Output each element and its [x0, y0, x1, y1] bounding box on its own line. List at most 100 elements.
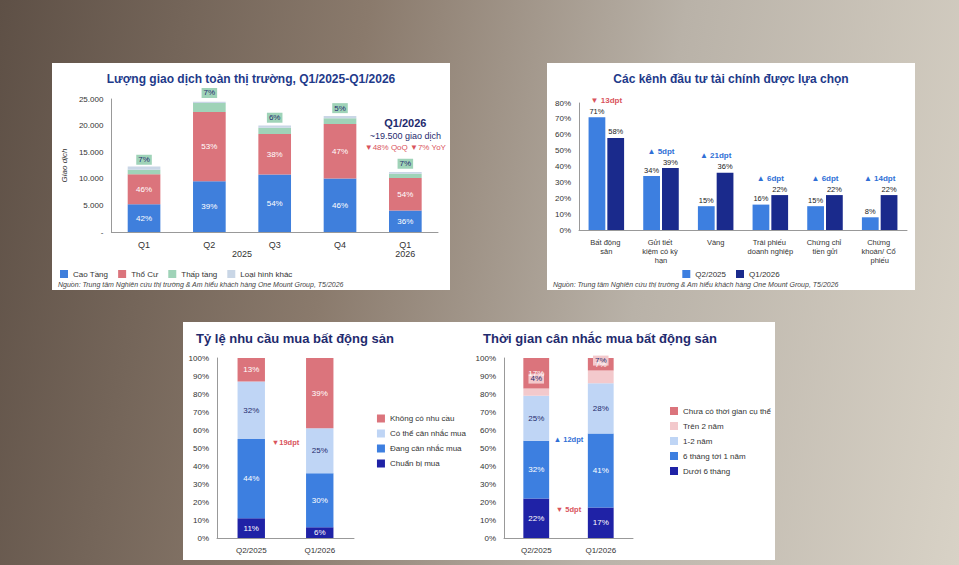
svg-text:22%: 22% [772, 185, 787, 194]
svg-text:70%: 70% [555, 114, 571, 123]
svg-text:Q2/2025: Q2/2025 [521, 546, 552, 555]
svg-text:60%: 60% [480, 426, 496, 435]
svg-text:Q2/2025: Q2/2025 [695, 270, 726, 279]
svg-text:▼19dpt: ▼19dpt [272, 438, 300, 447]
svg-text:2026: 2026 [395, 249, 415, 259]
svg-text:50%: 50% [555, 146, 571, 155]
svg-text:60%: 60% [555, 130, 571, 139]
svg-text:Trên 2 năm: Trên 2 năm [683, 422, 724, 431]
svg-text:10%: 10% [480, 516, 496, 525]
svg-text:▲ 6dpt: ▲ 6dpt [811, 174, 838, 183]
svg-text:42%: 42% [136, 214, 152, 223]
svg-text:22%: 22% [827, 185, 842, 194]
svg-text:▼ 5dpt: ▼ 5dpt [556, 505, 582, 514]
svg-text:8%: 8% [865, 207, 876, 216]
svg-text:▼ 13dpt: ▼ 13dpt [591, 96, 623, 105]
svg-text:Q4: Q4 [334, 240, 346, 250]
svg-text:-: - [101, 228, 104, 237]
svg-text:Nguồn: Trung tâm Nghiên cứu th: Nguồn: Trung tâm Nghiên cứu thị trường &… [58, 280, 344, 289]
svg-text:70%: 70% [193, 408, 209, 417]
svg-text:100%: 100% [189, 354, 209, 363]
svg-text:7%: 7% [138, 155, 150, 164]
svg-text:36%: 36% [397, 217, 413, 226]
svg-text:Gửi tiết: Gửi tiết [648, 238, 675, 247]
svg-text:30%: 30% [555, 178, 571, 187]
svg-text:Vàng: Vàng [707, 238, 725, 247]
svg-text:Chứng chỉ: Chứng chỉ [807, 238, 844, 247]
svg-text:20%: 20% [555, 194, 571, 203]
svg-text:25.000: 25.000 [79, 95, 104, 104]
svg-text:Q3: Q3 [269, 240, 281, 250]
svg-text:10.000: 10.000 [79, 174, 104, 183]
svg-text:1-2 năm: 1-2 năm [683, 437, 713, 446]
svg-text:30%: 30% [480, 480, 496, 489]
svg-text:Q1/2026: Q1/2026 [585, 546, 616, 555]
svg-text:7%: 7% [204, 88, 216, 97]
svg-text:25%: 25% [528, 414, 544, 423]
svg-text:Không có nhu cầu: Không có nhu cầu [390, 414, 455, 423]
svg-text:6%: 6% [314, 528, 326, 537]
svg-text:39%: 39% [312, 389, 328, 398]
svg-text:▼48% QoQ ▼7% YoY: ▼48% QoQ ▼7% YoY [365, 143, 447, 152]
svg-text:15.000: 15.000 [79, 148, 104, 157]
svg-text:Thời gian cân nhắc mua bất độn: Thời gian cân nhắc mua bất động sản [483, 331, 717, 346]
svg-text:25%: 25% [312, 446, 328, 455]
svg-text:Q2/2025: Q2/2025 [236, 546, 267, 555]
svg-text:~19.500 giao dịch: ~19.500 giao dịch [370, 131, 441, 141]
svg-text:60%: 60% [193, 426, 209, 435]
svg-text:58%: 58% [608, 127, 623, 136]
svg-text:44%: 44% [243, 474, 259, 483]
svg-text:32%: 32% [243, 406, 259, 415]
svg-text:80%: 80% [555, 99, 571, 108]
svg-text:20%: 20% [193, 498, 209, 507]
svg-text:phiếu: phiếu [870, 256, 888, 265]
svg-text:17%: 17% [593, 518, 609, 527]
svg-text:6%: 6% [269, 113, 281, 122]
svg-text:32%: 32% [528, 465, 544, 474]
svg-text:Chuẩn bị mua: Chuẩn bị mua [390, 459, 440, 468]
svg-text:70%: 70% [480, 408, 496, 417]
svg-text:13%: 13% [243, 365, 259, 374]
svg-text:54%: 54% [267, 199, 283, 208]
svg-text:doanh nghiệp: doanh nghiệp [748, 247, 793, 256]
svg-text:Có thể cân nhắc mua: Có thể cân nhắc mua [390, 429, 467, 438]
svg-text:80%: 80% [480, 390, 496, 399]
svg-text:17%: 17% [528, 369, 544, 378]
svg-text:7%: 7% [595, 360, 607, 369]
svg-text:kiệm có kỳ: kiệm có kỳ [642, 247, 680, 256]
svg-text:▲ 12dpt: ▲ 12dpt [554, 435, 584, 444]
svg-text:Q1: Q1 [138, 240, 150, 250]
svg-text:6 tháng tới 1 năm: 6 tháng tới 1 năm [683, 452, 746, 461]
svg-text:0%: 0% [559, 226, 571, 235]
svg-text:41%: 41% [593, 466, 609, 475]
svg-text:39%: 39% [663, 158, 678, 167]
svg-text:Thấp tầng: Thấp tầng [181, 270, 217, 279]
svg-text:10%: 10% [555, 210, 571, 219]
svg-text:28%: 28% [593, 404, 609, 413]
svg-text:15%: 15% [808, 196, 823, 205]
svg-text:50%: 50% [480, 444, 496, 453]
svg-text:16%: 16% [753, 194, 768, 203]
svg-text:Thổ Cư: Thổ Cư [131, 270, 159, 279]
svg-text:Chưa có thời gian cụ thể: Chưa có thời gian cụ thể [683, 407, 772, 416]
svg-text:20%: 20% [480, 498, 496, 507]
svg-text:Nguồn: Trung tâm Nghiên cứu th: Nguồn: Trung tâm Nghiên cứu thị trường &… [553, 280, 839, 289]
svg-text:53%: 53% [201, 142, 217, 151]
svg-text:10%: 10% [193, 516, 209, 525]
svg-text:▲ 14dpt: ▲ 14dpt [864, 174, 896, 183]
svg-text:40%: 40% [555, 162, 571, 171]
svg-text:34%: 34% [644, 166, 659, 175]
svg-text:30%: 30% [193, 480, 209, 489]
svg-text:tiền gửi: tiền gửi [812, 247, 837, 256]
svg-text:90%: 90% [480, 372, 496, 381]
svg-text:90%: 90% [193, 372, 209, 381]
svg-text:71%: 71% [589, 107, 604, 116]
svg-text:38%: 38% [267, 150, 283, 159]
svg-text:5.000: 5.000 [83, 201, 104, 210]
svg-text:36%: 36% [718, 162, 733, 171]
svg-text:▲ 6dpt: ▲ 6dpt [757, 174, 784, 183]
svg-text:Q1/2026: Q1/2026 [304, 546, 335, 555]
svg-text:22%: 22% [882, 185, 897, 194]
svg-text:100%: 100% [476, 354, 496, 363]
svg-text:5%: 5% [334, 104, 346, 113]
